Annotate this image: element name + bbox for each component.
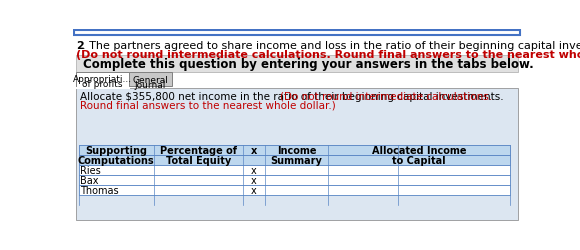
Text: x: x xyxy=(251,175,257,185)
Bar xyxy=(77,73,129,88)
Text: x: x xyxy=(251,185,257,195)
Text: Computations: Computations xyxy=(78,155,155,165)
Bar xyxy=(79,175,510,185)
Text: (Do not round intermediate calculations.: (Do not round intermediate calculations. xyxy=(281,91,492,101)
Text: . The partners agreed to share income and loss in the ratio of their beginning c: . The partners agreed to share income an… xyxy=(82,41,580,51)
Text: Ries: Ries xyxy=(80,165,101,175)
Text: Round final answers to the nearest whole dollar.): Round final answers to the nearest whole… xyxy=(80,100,336,110)
Text: Total Equity: Total Equity xyxy=(166,155,231,165)
Text: Journal: Journal xyxy=(135,81,166,90)
Bar xyxy=(79,155,510,165)
Bar xyxy=(77,88,518,220)
Text: of profits: of profits xyxy=(82,80,123,89)
Text: Percentage of: Percentage of xyxy=(160,145,237,155)
Bar xyxy=(79,185,510,195)
Bar xyxy=(79,145,510,155)
Text: x: x xyxy=(251,145,257,155)
Text: to Capital: to Capital xyxy=(393,155,446,165)
Text: Allocated Income: Allocated Income xyxy=(372,145,466,155)
Bar xyxy=(129,73,172,87)
Text: 2: 2 xyxy=(77,41,84,51)
Text: (Do not round intermediate calculations. Round final answers to the nearest whol: (Do not round intermediate calculations.… xyxy=(77,50,580,60)
Bar xyxy=(79,165,510,175)
Text: x: x xyxy=(251,165,257,175)
Text: Allocate $355,800 net income in the ratio of their beginning capital investments: Allocate $355,800 net income in the rati… xyxy=(80,91,507,101)
Text: Supporting: Supporting xyxy=(85,145,147,155)
Bar xyxy=(74,31,520,35)
Bar xyxy=(77,56,518,73)
Text: Income: Income xyxy=(277,145,316,155)
Text: Appropriati...: Appropriati... xyxy=(73,74,132,84)
Text: Summary: Summary xyxy=(270,155,322,165)
Text: Thomas: Thomas xyxy=(80,185,119,195)
Text: Bax: Bax xyxy=(80,175,99,185)
Text: Complete this question by entering your answers in the tabs below.: Complete this question by entering your … xyxy=(84,58,534,71)
Text: General: General xyxy=(132,75,168,84)
